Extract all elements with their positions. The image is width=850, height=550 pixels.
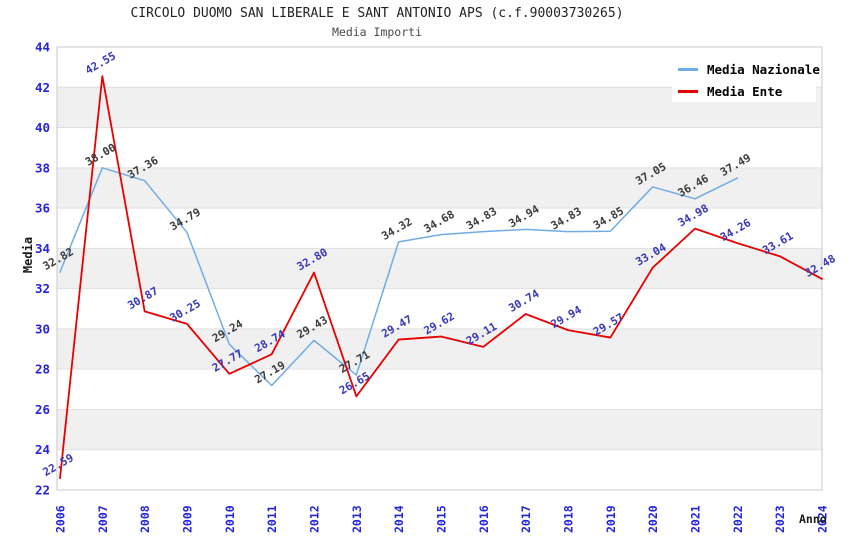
plot-band bbox=[57, 328, 822, 370]
y-tick-label: 34 bbox=[35, 241, 50, 256]
x-tick-label: 2007 bbox=[96, 505, 110, 533]
x-tick-label: 2008 bbox=[138, 505, 152, 533]
plot-band bbox=[57, 127, 822, 168]
x-tick-label: 2013 bbox=[350, 505, 364, 533]
x-tick-label: 2020 bbox=[646, 505, 660, 533]
x-tick-label: 2024 bbox=[816, 505, 830, 533]
x-tick-label: 2021 bbox=[689, 505, 703, 533]
plot-border bbox=[56, 46, 823, 491]
x-tick-label: 2017 bbox=[519, 505, 533, 533]
y-tick-label: 42 bbox=[35, 80, 50, 95]
y-tick-label: 36 bbox=[35, 201, 50, 216]
chart-title: CIRCOLO DUOMO SAN LIBERALE E SANT ANTONI… bbox=[130, 6, 624, 21]
y-tick-label: 22 bbox=[35, 483, 50, 498]
y-tick-label: 32 bbox=[35, 281, 50, 296]
series-line-media-nazionale bbox=[59, 167, 739, 387]
legend-item-media-nazionale: Media Nazionale bbox=[672, 61, 820, 77]
plot-band bbox=[57, 288, 822, 329]
x-axis-title: Anno bbox=[799, 512, 827, 526]
x-tick-label: 2019 bbox=[604, 505, 618, 533]
x-tick-label: 2011 bbox=[265, 505, 279, 533]
plot-band bbox=[57, 369, 822, 410]
x-tick-label: 2010 bbox=[223, 505, 237, 533]
x-tick-label: 2006 bbox=[54, 505, 68, 533]
plot-band bbox=[57, 167, 822, 209]
legend-swatch-blue-line-icon bbox=[678, 67, 698, 71]
x-tick-label: 2022 bbox=[731, 505, 745, 533]
plot-band bbox=[57, 248, 822, 289]
chart-subtitle: Media Importi bbox=[331, 25, 422, 39]
y-tick-label: 26 bbox=[35, 402, 50, 417]
legend-swatch-red-line-icon bbox=[678, 89, 698, 93]
y-tick-label: 44 bbox=[35, 40, 50, 55]
y-axis-title: Media bbox=[21, 236, 35, 274]
legend-item-media-ente: Media Ente bbox=[672, 83, 816, 99]
legend-label-media-nazionale: Media Nazionale bbox=[707, 61, 820, 77]
y-tick-label: 40 bbox=[35, 120, 50, 135]
x-tick-label: 2016 bbox=[477, 505, 491, 533]
x-tick-label: 2012 bbox=[308, 505, 322, 533]
y-tick-label: 38 bbox=[35, 160, 50, 175]
plot-band bbox=[57, 449, 822, 490]
x-tick-label: 2009 bbox=[181, 505, 195, 533]
x-tick-label: 2015 bbox=[435, 505, 449, 533]
legend-label-media-ente: Media Ente bbox=[707, 83, 783, 99]
x-tick-label: 2014 bbox=[392, 505, 406, 533]
x-tick-label: 2018 bbox=[562, 505, 576, 533]
plot-band bbox=[57, 409, 822, 450]
x-tick-label: 2023 bbox=[773, 505, 787, 533]
y-tick-label: 28 bbox=[35, 362, 50, 377]
series-line-media-ente bbox=[59, 75, 823, 480]
legend: Media Nazionale Media Ente bbox=[672, 58, 820, 102]
y-tick-label: 24 bbox=[35, 442, 50, 457]
y-tick-label: 30 bbox=[35, 321, 50, 336]
